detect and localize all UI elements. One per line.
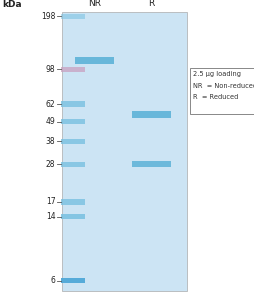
Text: R: R [148, 0, 154, 8]
Text: NR: NR [88, 0, 100, 8]
Bar [60, 278, 85, 284]
Bar [60, 200, 85, 205]
Text: 14: 14 [45, 212, 55, 221]
Bar [132, 161, 171, 167]
Text: 38: 38 [45, 136, 55, 146]
Text: 98: 98 [45, 65, 55, 74]
Text: 17: 17 [45, 197, 55, 206]
Bar [132, 111, 171, 118]
Text: 49: 49 [45, 117, 55, 126]
Text: 198: 198 [41, 12, 55, 21]
Text: NR  = Non-reduced: NR = Non-reduced [192, 82, 254, 88]
Bar [60, 162, 85, 167]
Text: 2.5 μg loading: 2.5 μg loading [192, 71, 240, 77]
Text: 6: 6 [50, 276, 55, 285]
Text: 62: 62 [45, 100, 55, 109]
Bar [60, 14, 85, 19]
Bar [60, 67, 85, 72]
Bar [60, 214, 85, 219]
Text: R  = Reduced: R = Reduced [192, 94, 237, 100]
Bar [60, 119, 85, 124]
Bar [60, 139, 85, 144]
Text: 28: 28 [46, 160, 55, 169]
Text: kDa: kDa [3, 0, 22, 9]
Bar [74, 57, 114, 64]
Bar [62, 12, 187, 291]
Bar [60, 101, 85, 106]
Bar [189, 68, 254, 114]
